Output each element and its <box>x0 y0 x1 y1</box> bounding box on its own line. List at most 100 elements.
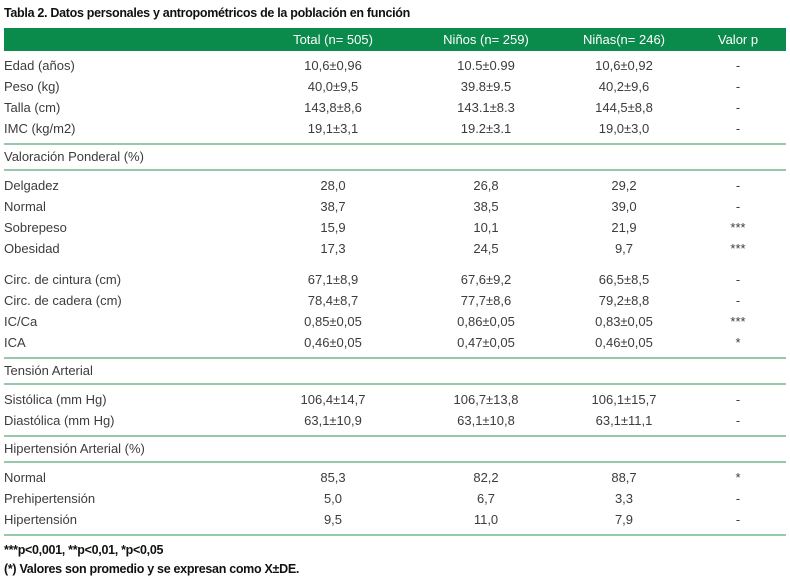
cell-ninas: 21,9 <box>611 220 637 235</box>
cell-valor-p: - <box>735 512 741 527</box>
row-gap <box>4 259 786 269</box>
header-col-ninas: Niñas(n= 246) <box>582 32 666 47</box>
cell-valor-p: - <box>735 121 741 136</box>
cell-ninos: 143.1±8.3 <box>457 100 515 115</box>
cell-label: Peso (kg) <box>4 79 60 94</box>
table-row: Prehipertensión 5,0 6,7 3,3 - <box>4 488 786 509</box>
cell-ninas: 29,2 <box>611 178 637 193</box>
cell-total: 5,0 <box>323 491 343 506</box>
cell-total: 78,4±8,7 <box>307 293 359 308</box>
cell-valor-p: - <box>735 58 741 73</box>
cell-valor-p: * <box>735 470 741 485</box>
cell-valor-p: - <box>735 100 741 115</box>
cell-valor-p: - <box>735 392 741 407</box>
section-header: Tensión Arterial <box>4 357 786 385</box>
cell-label: Sobrepeso <box>4 220 67 235</box>
table-row: IC/Ca 0,85±0,05 0,86±0,05 0,83±0,05 *** <box>4 311 786 332</box>
cell-ninos: 0,86±0,05 <box>457 314 515 329</box>
cell-label: Diastólica (mm Hg) <box>4 413 115 428</box>
table-body: Edad (años) 10,6±0,96 10.5±0.99 10,6±0,92- P… <box>4 51 786 530</box>
header-col-ninos: Niños (n= 259) <box>443 32 529 47</box>
table-row: Diastólica (mm Hg) 63,1±10,9 63,1±10,8 63,1… <box>4 410 786 431</box>
cell-total: 19,1±3,1 <box>307 121 359 136</box>
table-row: Delgadez 28,0 26,8 29,2 - <box>4 175 786 196</box>
cell-label: Circ. de cintura (cm) <box>4 272 122 287</box>
cell-ninos: 6,7 <box>476 491 496 506</box>
cell-label: ICA <box>4 335 26 350</box>
cell-ninos: 67,6±9,2 <box>460 272 512 287</box>
table-row: Talla (cm) 143,8±8,6 143.1±8.3 144,5±8,8 - <box>4 97 786 118</box>
cell-valor-p: *** <box>730 314 746 329</box>
cell-ninos: 19.2±3.1 <box>460 121 512 136</box>
table-row: Peso (kg) 40,0±9,5 39.8±9.5 40,2±9,6 - <box>4 76 786 97</box>
cell-total: 10,6±0,96 <box>304 58 362 73</box>
section-header: Hipertensión Arterial (%) <box>4 435 786 463</box>
cell-label: Talla (cm) <box>4 100 61 115</box>
cell-valor-p: - <box>735 199 741 214</box>
table-row: Normal 85,3 82,2 88,7 * <box>4 467 786 488</box>
table-row: ICA 0,46±0,05 0,47±0,05 0,46±0,05 * <box>4 332 786 353</box>
cell-ninas: 0,83±0,05 <box>595 314 653 329</box>
cell-ninos: 10.5±0.99 <box>457 58 515 73</box>
cell-ninas: 106,1±15,7 <box>591 392 657 407</box>
cell-total: 85,3 <box>320 470 346 485</box>
table-row: Normal 38,7 38,5 39,0 - <box>4 196 786 217</box>
cell-ninas: 3,3 <box>614 491 634 506</box>
section-header: Valoración Ponderal (%) <box>4 143 786 171</box>
table-row: Circ. de cintura (cm) 67,1±8,9 67,6±9,2 66,… <box>4 269 786 290</box>
table-header-row: Total (n= 505) Niños (n= 259) Niñas(n= 2… <box>4 28 786 51</box>
table-row: Sistólica (mm Hg) 106,4±14,7 106,7±13,8 106… <box>4 389 786 410</box>
cell-label: Obesidad <box>4 241 60 256</box>
table-title: Tabla 2. Datos personales y antropométri… <box>4 6 410 20</box>
cell-valor-p: * <box>735 335 741 350</box>
cell-ninos: 10,1 <box>473 220 499 235</box>
cell-ninas: 10,6±0,92 <box>595 58 653 73</box>
table-row: Edad (años) 10,6±0,96 10.5±0.99 10,6±0,92 - <box>4 55 786 76</box>
cell-valor-p: - <box>735 491 741 506</box>
cell-ninas: 19,0±3,0 <box>598 121 650 136</box>
cell-ninas: 0,46±0,05 <box>595 335 653 350</box>
header-col-total: Total (n= 505) <box>293 32 373 47</box>
cell-valor-p: *** <box>730 220 746 235</box>
footnote-significance: ***p<0,001, **p<0,01, *p<0,05 <box>4 543 164 557</box>
cell-ninas: 144,5±8,8 <box>595 100 653 115</box>
cell-ninos: 0,47±0,05 <box>457 335 515 350</box>
cell-total: 0,46±0,05 <box>304 335 362 350</box>
cell-ninos: 63,1±10,8 <box>457 413 515 428</box>
cell-ninas: 40,2±9,6 <box>598 79 650 94</box>
cell-label: IMC (kg/m2) <box>4 121 76 136</box>
cell-ninas: 63,1±11,1 <box>595 413 653 428</box>
cell-ninas: 66,5±8,5 <box>598 272 650 287</box>
cell-valor-p: - <box>735 413 741 428</box>
cell-ninas: 9,7 <box>614 241 634 256</box>
footnotes: ***p<0,001, **p<0,01, *p<0,05 (*) Valore… <box>4 534 786 581</box>
table-row: Obesidad 17,3 24,5 9,7 *** <box>4 238 786 259</box>
cell-total: 143,8±8,6 <box>304 100 362 115</box>
table-row: Sobrepeso 15,9 10,1 21,9 *** <box>4 217 786 238</box>
cell-label: Hipertensión <box>4 512 77 527</box>
cell-valor-p: - <box>735 178 741 193</box>
cell-total: 9,5 <box>323 512 343 527</box>
cell-label: Normal <box>4 470 46 485</box>
cell-ninos: 38,5 <box>473 199 499 214</box>
cell-valor-p: - <box>735 293 741 308</box>
table-row: Circ. de cadera (cm) 78,4±8,7 77,7±8,6 79,2… <box>4 290 786 311</box>
cell-label: Prehipertensión <box>4 491 96 506</box>
cell-ninos: 82,2 <box>473 470 499 485</box>
cell-total: 63,1±10,9 <box>304 413 362 428</box>
cell-total: 67,1±8,9 <box>307 272 359 287</box>
cell-total: 15,9 <box>320 220 346 235</box>
cell-ninos: 106,7±13,8 <box>453 392 519 407</box>
cell-label: Normal <box>4 199 46 214</box>
cell-ninos: 26,8 <box>473 178 499 193</box>
cell-total: 106,4±14,7 <box>300 392 366 407</box>
cell-valor-p: - <box>735 272 741 287</box>
cell-ninos: 24,5 <box>473 241 499 256</box>
cell-total: 40,0±9,5 <box>307 79 359 94</box>
cell-label: Circ. de cadera (cm) <box>4 293 122 308</box>
footnote-values-note: (*) Valores son promedio y se expresan c… <box>4 562 300 576</box>
cell-ninas: 88,7 <box>611 470 637 485</box>
cell-label: Sistólica (mm Hg) <box>4 392 107 407</box>
cell-valor-p: *** <box>730 241 746 256</box>
cell-total: 28,0 <box>320 178 346 193</box>
